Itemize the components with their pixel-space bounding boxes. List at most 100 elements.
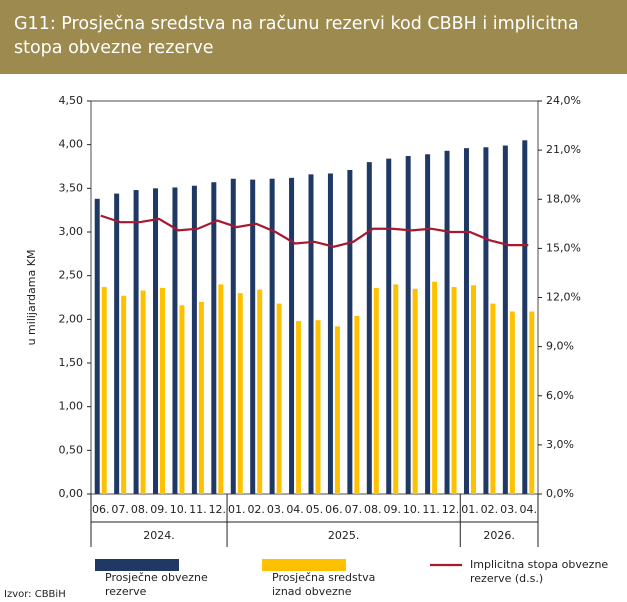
y-tick-label: 2,00 <box>59 312 84 325</box>
bar <box>308 174 314 495</box>
y2-tick-label: 18,0% <box>546 192 581 205</box>
x-tick-label: 10. <box>403 503 421 516</box>
bar <box>412 288 418 494</box>
x-tick-label: 12. <box>442 503 460 516</box>
y2-tick-label: 3,0% <box>546 438 574 451</box>
x-tick-label: 11. <box>422 503 440 516</box>
bar <box>250 179 256 494</box>
x-tick-label: 06. <box>92 503 110 516</box>
bar <box>269 178 275 494</box>
x-tick-label: 04. <box>520 503 538 516</box>
x-group-label: 2026. <box>483 529 515 542</box>
bar <box>502 145 508 495</box>
x-tick-label: 07. <box>111 503 129 516</box>
bar <box>191 185 197 495</box>
plot-frame <box>90 100 539 495</box>
bar <box>94 198 100 494</box>
y2-tick-label: 12,0% <box>546 291 581 304</box>
bar <box>296 321 302 494</box>
x-group-label: 2024. <box>143 529 175 542</box>
bar <box>483 147 489 494</box>
x-tick-label: 01. <box>461 503 479 516</box>
y-tick-label: 3,00 <box>59 225 84 238</box>
bar <box>289 177 295 494</box>
chart-title: G11: Prosječna sredstva na računu rezerv… <box>0 0 627 74</box>
bar <box>121 295 127 494</box>
bar <box>425 154 431 495</box>
y-tick-label: 1,00 <box>59 400 84 413</box>
bar <box>347 169 353 494</box>
y-tick-label: 3,50 <box>59 181 84 194</box>
bar <box>237 293 243 494</box>
bar <box>160 287 166 494</box>
bar <box>276 303 282 494</box>
y2-tick-label: 15,0% <box>546 241 581 254</box>
x-tick-label: 06. <box>325 503 343 516</box>
bar <box>172 187 178 494</box>
legend-label: Implicitna stopa obvezne rezerve (d.s.) <box>470 558 609 585</box>
x-tick-label: 08. <box>364 503 382 516</box>
bar <box>257 289 263 494</box>
y-tick-label: 1,50 <box>59 356 84 369</box>
y-tick-label: 4,00 <box>59 138 84 151</box>
bar <box>140 290 146 494</box>
bar <box>373 287 379 494</box>
x-tick-label: 09. <box>383 503 401 516</box>
y-tick-label: 4,50 <box>59 94 84 107</box>
x-tick-label: 11. <box>189 503 207 516</box>
x-tick-label: 05. <box>306 503 324 516</box>
x-tick-label: 12. <box>209 503 227 516</box>
y2-tick-label: 6,0% <box>546 389 574 402</box>
bar <box>432 281 438 494</box>
x-tick-label: 04. <box>286 503 304 516</box>
bar <box>470 285 476 494</box>
bar <box>522 140 528 495</box>
bar <box>133 190 139 494</box>
x-tick-label: 01. <box>228 503 246 516</box>
y-tick-label: 2,50 <box>59 269 84 282</box>
bar <box>444 150 450 494</box>
x-tick-label: 02. <box>481 503 499 516</box>
bar <box>198 301 204 494</box>
y2-tick-label: 21,0% <box>546 143 581 156</box>
x-tick-label: 08. <box>131 503 149 516</box>
x-tick-label: 03. <box>267 503 285 516</box>
y2-tick-label: 0,0% <box>546 487 574 500</box>
bar <box>153 188 159 495</box>
bar <box>101 287 107 494</box>
line <box>100 214 529 248</box>
y2-tick-label: 24,0% <box>546 94 581 107</box>
bar <box>327 173 333 494</box>
y-tick-label: 0,00 <box>59 487 84 500</box>
y2-tick-label: 9,0% <box>546 340 574 353</box>
x-tick-label: 10. <box>170 503 188 516</box>
bar <box>230 178 236 494</box>
bar <box>393 284 399 494</box>
bar <box>451 287 457 494</box>
bar <box>354 315 360 494</box>
legend-swatch <box>95 559 179 571</box>
bar <box>405 156 411 494</box>
bar <box>366 162 372 494</box>
legend-label: Prosječne obvezne rezerve <box>105 571 208 598</box>
bar <box>114 193 120 494</box>
y-tick-label: 0,50 <box>59 443 84 456</box>
bar <box>463 148 469 494</box>
x-tick-label: 03. <box>500 503 518 516</box>
bar <box>509 311 515 494</box>
bar <box>490 303 496 494</box>
source: Izvor: CBBiH <box>4 589 66 600</box>
x-tick-label: 07. <box>345 503 363 516</box>
x-tick-label: 09. <box>150 503 168 516</box>
x-tick-label: 02. <box>247 503 265 516</box>
bar <box>334 326 340 494</box>
bar <box>529 311 535 494</box>
bar <box>218 284 224 494</box>
legend-swatch <box>262 559 346 571</box>
bar <box>386 158 392 494</box>
y-axis-label: u milijardama KM <box>25 250 38 346</box>
legend-label: Prosječna sredstva iznad obvezne rezerve <box>272 571 376 602</box>
x-group-label: 2025. <box>328 529 360 542</box>
